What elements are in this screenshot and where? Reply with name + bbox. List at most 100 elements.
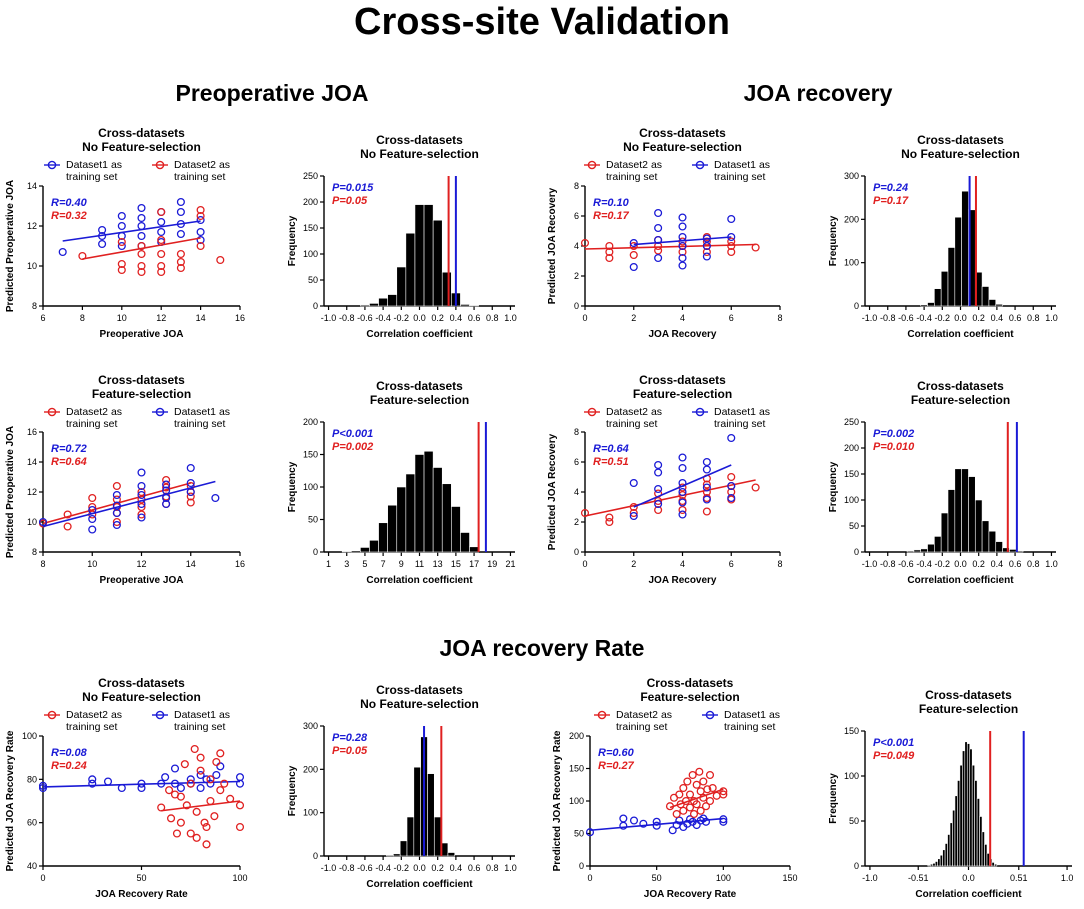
data-point: [112, 481, 121, 491]
histogram-bar: [968, 476, 976, 553]
legend-label: training set: [606, 418, 657, 430]
data-point: [652, 821, 661, 830]
x-tick-label: 100: [232, 873, 247, 883]
data-point: [176, 257, 185, 267]
x-tick-label: 0.8: [1027, 559, 1040, 569]
histogram-bar: [906, 550, 915, 553]
regression-line: [633, 236, 732, 246]
y-tick-label: 250: [844, 417, 859, 427]
x-tick-label: 0.2: [972, 559, 985, 569]
histogram-bar: [433, 816, 442, 857]
y-tick-label: 50: [308, 515, 318, 525]
histogram-bar: [369, 303, 379, 307]
y-tick-label: 100: [303, 249, 318, 259]
data-point: [137, 261, 146, 271]
data-point: [117, 265, 126, 275]
x-axis-label: Correlation coefficient: [366, 879, 473, 890]
data-point: [654, 223, 663, 233]
x-tick-label: 0.6: [468, 863, 481, 873]
y-axis-label: Predicted Preoperative JOA: [5, 426, 16, 558]
regression-line: [589, 817, 724, 832]
data-point: [192, 833, 201, 842]
data-point: [702, 483, 711, 492]
regression-line: [62, 220, 201, 242]
data-point: [689, 809, 699, 819]
x-tick-label: 0: [582, 313, 587, 323]
data-point: [186, 463, 195, 473]
data-point: [196, 783, 205, 793]
x-axis-label: JOA Recovery Rate: [644, 889, 737, 900]
data-point: [176, 207, 185, 217]
data-point: [137, 221, 146, 231]
data-point: [678, 241, 687, 251]
legend-label: training set: [174, 171, 225, 183]
data-point: [137, 203, 146, 213]
histogram-bar: [405, 232, 416, 307]
x-tick-label: -1.0: [862, 559, 878, 569]
section-title-recovery: JOA recovery: [744, 80, 893, 106]
data-point: [78, 251, 87, 261]
data-point: [678, 487, 687, 497]
histogram-bar: [934, 288, 942, 307]
data-point: [585, 828, 595, 837]
data-point: [112, 490, 121, 500]
histogram-bar: [944, 843, 948, 867]
y-tick-label: 50: [308, 275, 318, 285]
x-axis-label: Correlation coefficient: [907, 575, 1014, 586]
x-tick-label: -0.6: [357, 313, 373, 323]
data-point: [605, 241, 614, 251]
stat-annotation: P<0.001: [873, 737, 914, 749]
data-point: [216, 762, 225, 771]
data-point: [196, 227, 205, 237]
y-tick-label: 16: [27, 427, 37, 437]
x-tick-label: -0.8: [880, 313, 896, 323]
x-tick-label: 10: [87, 559, 97, 569]
x-tick-label: 0: [40, 873, 45, 883]
y-tick-label: 10: [27, 517, 37, 527]
y-tick-label: 12: [27, 221, 37, 231]
chart-title: Cross-datasets: [98, 676, 185, 690]
data-point: [719, 817, 728, 826]
x-tick-label: 4: [680, 559, 685, 569]
data-point: [212, 757, 221, 767]
x-tick-label: 1.0: [504, 313, 517, 323]
data-point: [701, 802, 711, 811]
y-tick-label: 0: [579, 861, 584, 871]
data-point: [639, 819, 648, 828]
y-tick-label: 150: [303, 223, 318, 233]
data-point: [702, 487, 711, 497]
data-point: [654, 208, 663, 218]
data-point: [216, 749, 225, 758]
histogram-bar: [432, 219, 443, 307]
x-axis-label: Preoperative JOA: [100, 329, 184, 340]
y-tick-label: 300: [303, 721, 318, 731]
y-tick-label: 100: [569, 796, 584, 806]
y-tick-label: 2: [574, 517, 579, 527]
data-point: [157, 249, 166, 259]
data-point: [235, 822, 245, 832]
data-point: [117, 211, 126, 221]
data-point: [654, 253, 663, 263]
data-point: [678, 232, 687, 242]
histogram-bar: [976, 798, 980, 867]
chart-title: Cross-datasets: [647, 676, 734, 690]
y-tick-label: 100: [844, 258, 859, 268]
y-tick-label: 50: [849, 521, 859, 531]
data-point: [702, 241, 711, 251]
data-point: [63, 510, 72, 519]
x-tick-label: 19: [487, 559, 497, 569]
y-tick-label: 200: [303, 197, 318, 207]
x-tick-label: -0.8: [880, 559, 896, 569]
legend-label: training set: [616, 721, 667, 733]
histogram-bar: [940, 512, 949, 553]
histogram-bar: [406, 816, 415, 857]
x-tick-label: 16: [235, 313, 245, 323]
chart-title: Cross-datasets: [917, 379, 1004, 393]
x-tick-label: 1.0: [504, 863, 517, 873]
data-point: [692, 800, 701, 809]
stat-annotation: P=0.010: [873, 441, 915, 453]
y-tick-label: 8: [574, 181, 579, 191]
y-tick-label: 14: [27, 457, 37, 467]
y-tick-label: 100: [844, 495, 859, 505]
data-point: [696, 787, 705, 796]
